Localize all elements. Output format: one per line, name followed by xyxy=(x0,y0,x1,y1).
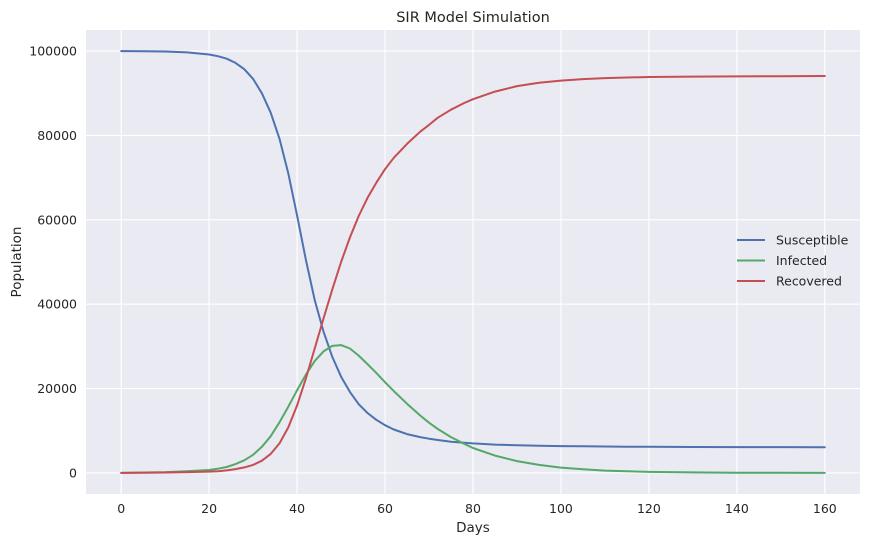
x-axis-label: Days xyxy=(456,520,490,536)
series-line-recovered xyxy=(120,75,826,474)
x-tick-label: 20 xyxy=(201,501,217,516)
y-tick-labels: 0 20000 40000 60000 80000 100000 xyxy=(29,44,77,481)
series-line-infected xyxy=(120,344,826,474)
chart-title: SIR Model Simulation xyxy=(396,10,550,26)
x-tick-label: 0 xyxy=(117,501,125,516)
x-tick-label: 100 xyxy=(549,501,573,516)
y-tick-label: 40000 xyxy=(37,297,77,312)
y-tick-label: 100000 xyxy=(29,44,77,59)
series-line-susceptible xyxy=(120,50,826,449)
legend: Susceptible Infected Recovered xyxy=(737,233,849,289)
x-tick-label: 120 xyxy=(637,501,661,516)
y-tick-label: 60000 xyxy=(37,212,77,227)
y-tick-label: 0 xyxy=(69,465,77,480)
x-tick-label: 60 xyxy=(377,501,393,516)
series-lines xyxy=(120,50,826,474)
x-tick-label: 80 xyxy=(465,501,481,516)
y-tick-label: 80000 xyxy=(37,128,77,143)
x-tick-label: 40 xyxy=(289,501,305,516)
legend-label-infected: Infected xyxy=(776,253,827,268)
x-tick-label: 140 xyxy=(725,501,749,516)
x-tick-labels: 0 20 40 60 80 100 120 140 160 xyxy=(117,501,837,516)
legend-label-susceptible: Susceptible xyxy=(776,233,849,248)
x-tick-label: 160 xyxy=(813,501,837,516)
y-axis-label: Population xyxy=(9,227,25,298)
legend-label-recovered: Recovered xyxy=(776,274,842,289)
y-tick-label: 20000 xyxy=(37,381,77,396)
